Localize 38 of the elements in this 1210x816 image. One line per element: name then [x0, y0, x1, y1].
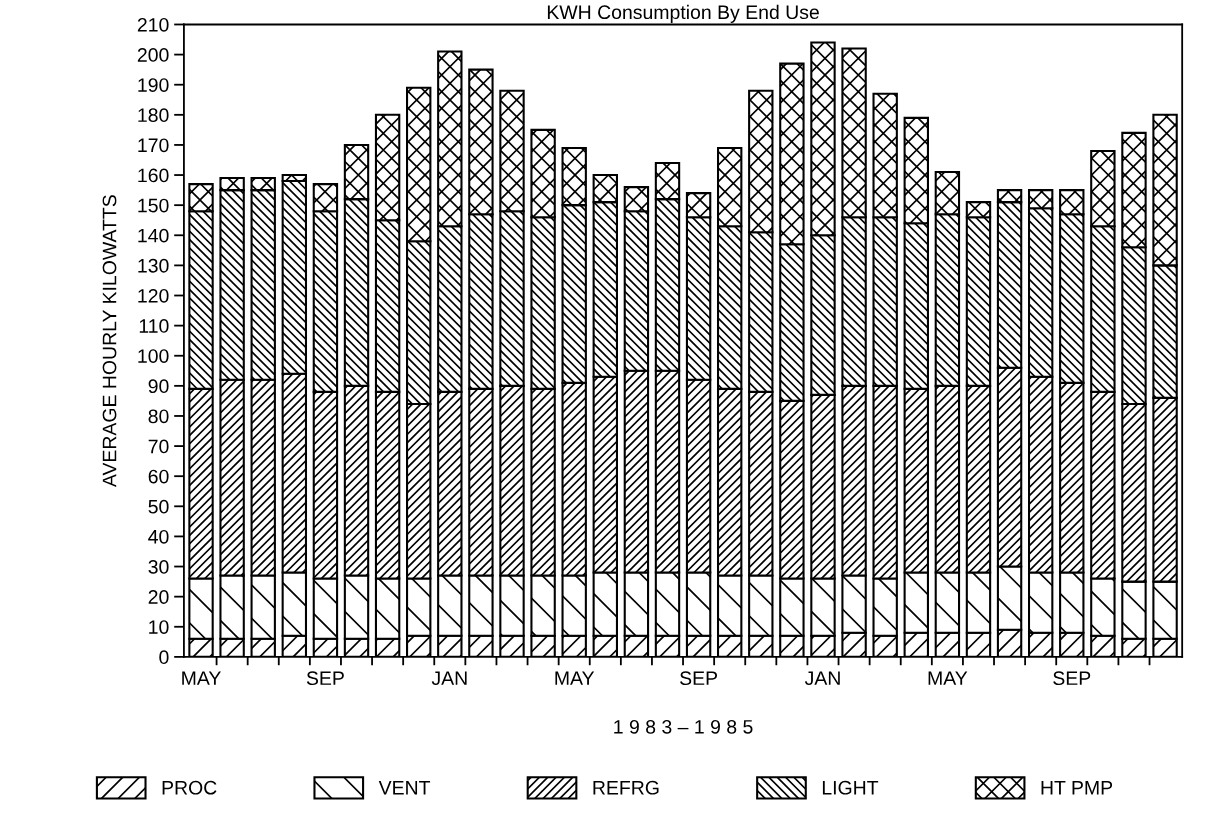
legend-label: REFRG	[593, 780, 659, 795]
y-tick-label: 160	[138, 168, 169, 183]
x-tick-label: JAN	[431, 671, 467, 686]
y-tick-label: 70	[148, 439, 169, 454]
legend-label: LIGHT	[822, 780, 879, 795]
x-tick-label: MAY	[182, 671, 221, 685]
y-axis-title: AVERAGE HOURLY KILOWATTS	[102, 195, 117, 488]
y-tick-label: 110	[139, 319, 169, 333]
y-tick-label: 20	[148, 590, 169, 604]
legend-label: HT PMP	[1041, 781, 1113, 795]
y-tick-label: 100	[138, 349, 169, 363]
y-tick-label: 130	[138, 258, 169, 273]
y-tick-label: 140	[138, 228, 169, 243]
y-tick-label: 60	[148, 469, 169, 484]
y-tick-label: 50	[148, 499, 169, 514]
legend-label: VENT	[378, 781, 431, 795]
x-tick-label: MAY	[928, 671, 968, 685]
y-tick-label: 190	[138, 78, 169, 92]
x-tick-label: SEP	[306, 671, 344, 686]
y-tick-label: 10	[149, 620, 169, 634]
y-tick-label: 170	[138, 138, 169, 153]
y-tick-label: 210	[137, 17, 169, 32]
y-tick-label: 180	[138, 108, 169, 123]
y-tick-label: 90	[148, 379, 169, 394]
y-tick-label: 80	[148, 409, 169, 424]
x-tick-label: SEP	[680, 671, 718, 686]
x-tick-label: JAN	[804, 671, 840, 686]
y-tick-label: 0	[159, 650, 169, 665]
y-tick-label: 30	[148, 560, 169, 574]
chart-title: KWH Consumption By End Use	[547, 4, 819, 23]
y-tick-label: 120	[138, 288, 169, 303]
legend-label: PROC	[162, 780, 217, 795]
y-tick-label: 40	[148, 529, 169, 544]
y-tick-label: 200	[137, 48, 169, 62]
x-tick-label: MAY	[555, 671, 595, 685]
y-tick-label: 150	[138, 198, 169, 213]
x-axis-title: 1 9 8 3 – 1 9 8 5	[614, 719, 753, 734]
x-tick-label: SEP	[1053, 671, 1091, 686]
